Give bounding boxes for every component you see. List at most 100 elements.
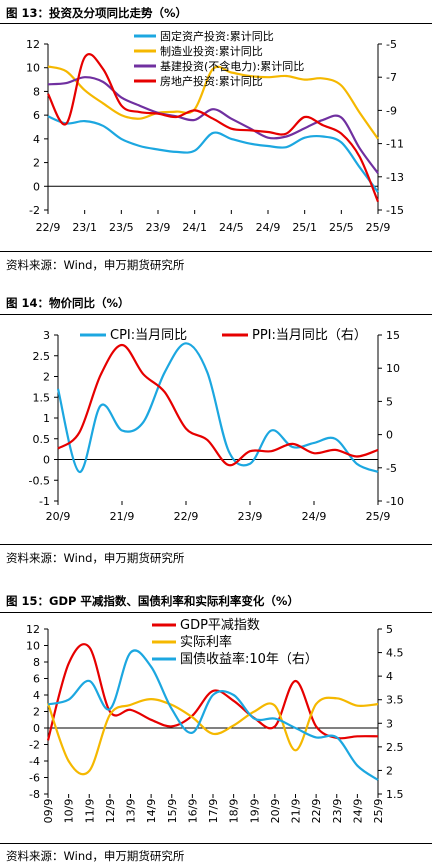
series-line-2 xyxy=(57,343,379,467)
x-tick-label: 25/9 xyxy=(366,221,391,234)
right-tick-label: -10 xyxy=(386,495,404,508)
figure-14-source: 资料来源：Wind，申万期货研究所 xyxy=(6,551,185,565)
left-tick-label: 0 xyxy=(43,454,50,467)
left-tick-label: 3 xyxy=(43,329,50,342)
x-tick-label: 12/9 xyxy=(104,799,117,824)
legend-label-2: 实际利率 xyxy=(180,634,232,650)
x-tick-label: 20/9 xyxy=(269,799,282,824)
right-tick-label: 10 xyxy=(386,362,400,375)
left-tick-label: 0 xyxy=(33,722,40,735)
figure-14-title-rule xyxy=(0,314,432,315)
x-tick-label: 15/9 xyxy=(166,799,179,824)
left-tick-label: -2 xyxy=(29,204,40,217)
figure-13-chart: -2 0 2 4 6 8 10 12 -15 -13 -11 -9 -7 -5 22/9 23/1 23/5 23… xyxy=(26,29,404,234)
figure-15-source: 资料来源：Wind，申万期货研究所 xyxy=(6,849,185,863)
left-tick-label: 8 xyxy=(33,85,40,98)
legend-label-3: 基建投资(不含电力):累计同比 xyxy=(160,59,304,73)
x-tick-label: 25/1 xyxy=(292,221,317,234)
right-tick-label: 5 xyxy=(386,395,393,408)
left-tick-label: -1 xyxy=(39,495,50,508)
right-tick-label: -13 xyxy=(386,171,404,184)
x-tick-label: 22/9 xyxy=(174,510,199,523)
right-tick-label: 4 xyxy=(386,670,393,683)
right-tick-label: -15 xyxy=(386,204,404,217)
figure-15-source-rule xyxy=(0,843,432,844)
right-tick-label: 5 xyxy=(386,623,393,636)
figure-13-source: 资料来源：Wind，申万期货研究所 xyxy=(6,258,185,272)
right-tick-label: 15 xyxy=(386,329,400,342)
x-tick-label: 09/9 xyxy=(42,799,55,824)
x-tick-label: 24/5 xyxy=(219,221,244,234)
right-tick-label: 3 xyxy=(386,717,393,730)
x-tick-label: 25/9 xyxy=(372,799,385,824)
x-tick-label: 18/9 xyxy=(228,799,241,824)
figure-13-source-rule xyxy=(0,251,432,252)
figure-15-title: 图 15：GDP 平减指数、国债利率和实际利率变化（%） xyxy=(6,594,299,608)
x-tick-label: 22/9 xyxy=(310,799,323,824)
left-tick-label: 2 xyxy=(43,371,50,384)
left-tick-label: 6 xyxy=(33,673,40,686)
left-tick-label: -2 xyxy=(29,739,40,752)
legend-label-2: 制造业投资:累计同比 xyxy=(160,44,263,58)
figure-15-chart: -8 -6 -4 -2 0 2 4 6 8 10 12 1.5 2 2.5 3 3.5 4 4.5 5 09/9 10/… xyxy=(26,618,404,824)
left-tick-label: 10 xyxy=(26,62,40,75)
left-tick-label: 8 xyxy=(33,656,40,669)
legend-label-2: PPI:当月同比（右） xyxy=(252,328,367,343)
right-tick-label: 1.5 xyxy=(386,788,404,801)
figure-14-source-rule xyxy=(0,544,432,545)
figure-14-title: 图 14：物价同比（%） xyxy=(6,296,130,310)
left-tick-label: -0.5 xyxy=(29,474,50,487)
x-tick-label: 21/9 xyxy=(290,799,303,824)
left-tick-label: -6 xyxy=(29,772,40,785)
x-tick-label: 24/9 xyxy=(302,510,327,523)
right-tick-label: -7 xyxy=(386,71,397,84)
x-tick-label: 21/9 xyxy=(110,510,135,523)
left-tick-label: 1 xyxy=(43,412,50,425)
left-tick-label: 12 xyxy=(26,623,40,636)
legend-label-1: GDP平减指数 xyxy=(180,618,260,633)
right-tick-label: -5 xyxy=(386,462,397,475)
x-tick-label: 25/9 xyxy=(366,510,391,523)
legend-label-4: 房地产投资:累计同比 xyxy=(160,74,263,88)
left-tick-label: 0.5 xyxy=(33,433,51,446)
right-tick-label: -9 xyxy=(386,104,397,117)
x-tick-label: 20/9 xyxy=(46,510,71,523)
x-tick-label: 22/9 xyxy=(36,221,61,234)
x-tick-label: 11/9 xyxy=(83,799,96,824)
right-tick-label: 0 xyxy=(386,429,393,442)
x-tick-label: 23/9 xyxy=(238,510,263,523)
series-line-1 xyxy=(46,643,379,741)
x-tick-label: 10/9 xyxy=(63,799,76,824)
left-tick-label: 1.5 xyxy=(33,391,51,404)
x-tick-label: 14/9 xyxy=(145,799,158,824)
left-tick-label: -4 xyxy=(29,755,40,768)
series-line-3 xyxy=(47,76,379,174)
series-line-1 xyxy=(56,342,379,474)
figure-15-title-rule xyxy=(0,612,432,613)
x-tick-label: 24/1 xyxy=(182,221,207,234)
left-tick-label: -8 xyxy=(29,788,40,801)
right-tick-label: 2 xyxy=(386,764,393,777)
x-tick-label: 19/9 xyxy=(248,799,261,824)
left-tick-label: 6 xyxy=(33,109,40,122)
x-tick-label: 13/9 xyxy=(125,799,138,824)
left-tick-label: 4 xyxy=(33,689,40,702)
left-tick-label: 12 xyxy=(26,38,40,51)
right-tick-label: -11 xyxy=(386,138,404,151)
x-tick-label: 16/9 xyxy=(186,799,199,824)
legend-label-3: 国债收益率:10年（右） xyxy=(180,651,318,667)
right-tick-label: -5 xyxy=(386,38,397,51)
x-tick-label: 23/9 xyxy=(146,221,171,234)
legend-label-1: CPI:当月同比 xyxy=(110,328,187,343)
figure-13-title: 图 13：投资及分项同比走势（%） xyxy=(6,6,188,20)
figure-13-title-rule xyxy=(0,23,432,24)
x-tick-label: 23/9 xyxy=(331,799,344,824)
right-tick-label: 3.5 xyxy=(386,694,404,707)
x-tick-label: 25/5 xyxy=(329,221,354,234)
legend-label-1: 固定资产投资:累计同比 xyxy=(160,29,274,43)
left-tick-label: 0 xyxy=(33,180,40,193)
right-tick-label: 2.5 xyxy=(386,741,404,754)
left-tick-label: 2 xyxy=(33,706,40,719)
figure-14-chart: -1 -0.5 0 0.5 1 1.5 2 2.5 3 -10 -5 0 5 10 15 20/9 21/9 22… xyxy=(29,328,404,523)
right-tick-label: 4.5 xyxy=(386,647,404,660)
